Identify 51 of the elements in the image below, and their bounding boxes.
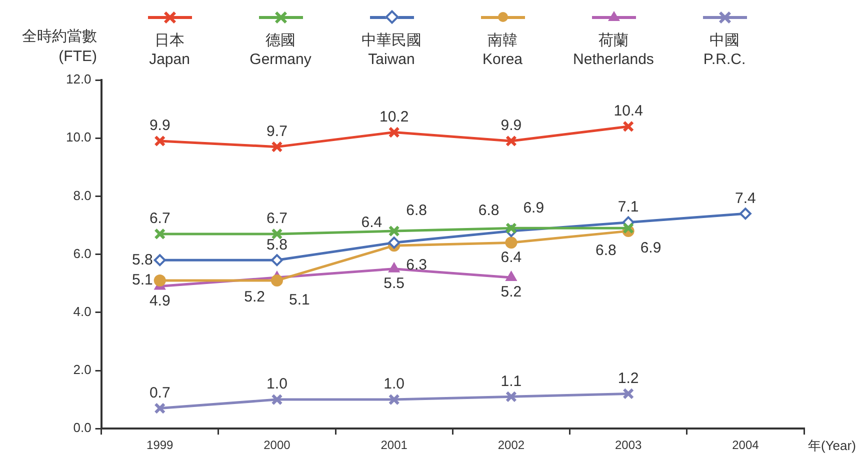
data-label: 5.1 xyxy=(132,272,153,289)
y-tick-label: 0.0 xyxy=(73,420,92,436)
data-label: 9.9 xyxy=(500,117,522,134)
data-label: 6.8 xyxy=(406,202,427,220)
data-label: 9.7 xyxy=(266,122,288,140)
y-tick-label: 4.0 xyxy=(73,304,92,319)
y-tick-label: 2.0 xyxy=(73,362,92,378)
data-label: 6.4 xyxy=(361,214,382,231)
legend-label: 中華民國 Taiwan xyxy=(362,31,422,69)
x-tick-label: 2002 xyxy=(498,438,525,452)
y-tick-label: 6.0 xyxy=(73,246,92,261)
data-label: 5.8 xyxy=(266,236,288,254)
data-label: 1.0 xyxy=(266,376,288,393)
x-tick-label: 2004 xyxy=(732,438,760,452)
legend-label: 日本 Japan xyxy=(149,31,190,69)
data-label: 6.9 xyxy=(523,199,544,216)
x-tick-label: 1999 xyxy=(146,438,174,452)
data-label: 5.8 xyxy=(132,251,153,268)
data-label: 4.9 xyxy=(149,292,170,310)
data-label: 10.4 xyxy=(614,102,643,120)
x-tick-label: 2001 xyxy=(380,438,408,452)
legend-label: 荷蘭 Netherlands xyxy=(573,31,654,69)
data-label: 10.2 xyxy=(379,108,409,126)
data-label: 5.5 xyxy=(384,274,405,292)
legend-label: 德國 Germany xyxy=(250,31,312,69)
x-tick-label: 2000 xyxy=(264,438,291,452)
y-tick-label: 10.0 xyxy=(66,130,92,145)
data-label: 9.9 xyxy=(149,117,170,134)
data-label: 6.4 xyxy=(500,248,522,266)
data-label: 6.7 xyxy=(266,210,288,228)
data-label: 1.0 xyxy=(384,376,405,393)
data-label: 6.7 xyxy=(149,210,170,228)
x-axis-title: 年(Year) xyxy=(808,436,856,455)
legend-label: 南韓 Korea xyxy=(482,31,523,69)
data-label: 6.3 xyxy=(406,256,427,274)
data-label: 6.9 xyxy=(640,239,662,256)
y-axis-title: 全時約當數 (FTE) xyxy=(22,27,97,67)
data-label: 5.1 xyxy=(288,292,310,309)
y-tick-label: 12.0 xyxy=(66,72,92,87)
data-label: 1.2 xyxy=(618,370,639,387)
data-label: 7.1 xyxy=(618,198,639,216)
data-label: 1.1 xyxy=(500,372,522,390)
y-tick-label: 8.0 xyxy=(73,188,92,203)
data-label: 6.8 xyxy=(595,242,616,260)
x-tick-label: 2003 xyxy=(614,438,642,452)
legend-label: 中國 P.R.C. xyxy=(703,31,746,69)
data-label: 5.2 xyxy=(500,284,522,301)
data-label: 7.4 xyxy=(735,190,756,207)
data-label: 6.8 xyxy=(478,202,500,220)
data-label: 5.2 xyxy=(244,288,265,306)
data-label: 0.7 xyxy=(149,384,170,402)
